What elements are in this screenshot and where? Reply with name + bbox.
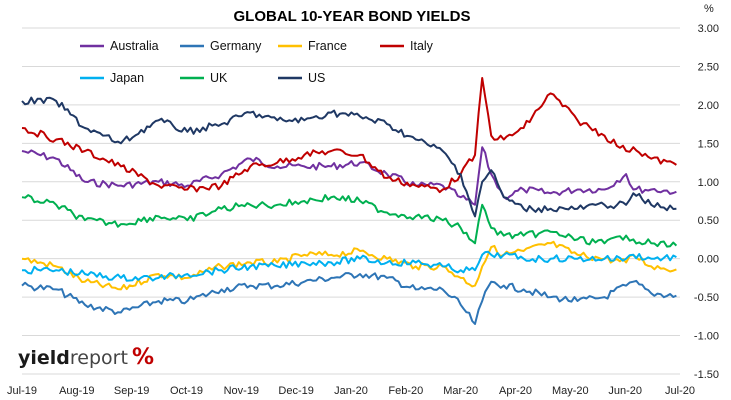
- series-line-france: [21, 240, 677, 291]
- logo-part-report: report: [70, 347, 128, 369]
- x-tick-label: Aug-19: [59, 385, 94, 397]
- series-line-italy: [21, 77, 677, 194]
- legend-label-italy: Italy: [410, 39, 434, 53]
- x-tick-label: Nov-19: [224, 385, 259, 397]
- legend-label-japan: Japan: [110, 71, 144, 85]
- series-line-uk: [21, 194, 678, 248]
- y-tick-label: 2.00: [698, 100, 719, 112]
- y-tick-label: 0.50: [698, 215, 719, 227]
- legend: Australia Germany France Italy Japan UK US: [80, 39, 434, 85]
- legend-label-germany: Germany: [210, 39, 262, 53]
- series-lines: [21, 77, 678, 325]
- y-tick-label: 1.50: [698, 138, 719, 150]
- y-tick-label: 3.00: [698, 23, 719, 35]
- legend-label-us: US: [308, 71, 325, 85]
- legend-label-australia: Australia: [110, 39, 159, 53]
- x-tick-label: May-20: [552, 385, 589, 397]
- x-axis-ticks: Jul-19 Aug-19 Sep-19 Oct-19 Nov-19 Dec-19 Jan-…: [7, 385, 695, 397]
- x-tick-label: Oct-19: [170, 385, 203, 397]
- y-axis-unit-label: %: [704, 3, 714, 15]
- series-line-germany: [21, 272, 677, 325]
- logo-percent-symbol: %: [132, 345, 154, 370]
- yieldreport-logo: yieldreport%: [18, 345, 154, 370]
- y-tick-label: -1.50: [694, 369, 719, 381]
- series-line-japan: [21, 250, 677, 282]
- x-tick-label: Jul-20: [665, 385, 695, 397]
- logo-part-yield: yield: [18, 347, 70, 369]
- x-tick-label: Jul-19: [7, 385, 37, 397]
- series-line-us: [21, 96, 677, 218]
- y-tick-label: -1.00: [694, 331, 719, 343]
- x-tick-label: Sep-19: [114, 385, 149, 397]
- y-tick-label: 0.00: [698, 254, 719, 266]
- x-tick-label: Mar-20: [443, 385, 478, 397]
- x-tick-label: Dec-19: [278, 385, 313, 397]
- x-tick-label: Feb-20: [388, 385, 423, 397]
- x-tick-label: Apr-20: [499, 385, 532, 397]
- x-tick-label: Jan-20: [334, 385, 368, 397]
- x-tick-label: Jun-20: [608, 385, 642, 397]
- series-line-australia: [21, 146, 677, 206]
- legend-label-france: France: [308, 39, 347, 53]
- grid-lines: [22, 27, 680, 375]
- y-tick-label: 1.00: [698, 177, 719, 189]
- chart-title: GLOBAL 10-YEAR BOND YIELDS: [234, 8, 471, 25]
- y-tick-label: 2.50: [698, 61, 719, 73]
- y-axis-ticks: 3.00 2.50 2.00 1.50 1.00 0.50 0.00 -0.50 -1.00 -1…: [694, 23, 719, 381]
- legend-label-uk: UK: [210, 71, 228, 85]
- y-tick-label: -0.50: [694, 292, 719, 304]
